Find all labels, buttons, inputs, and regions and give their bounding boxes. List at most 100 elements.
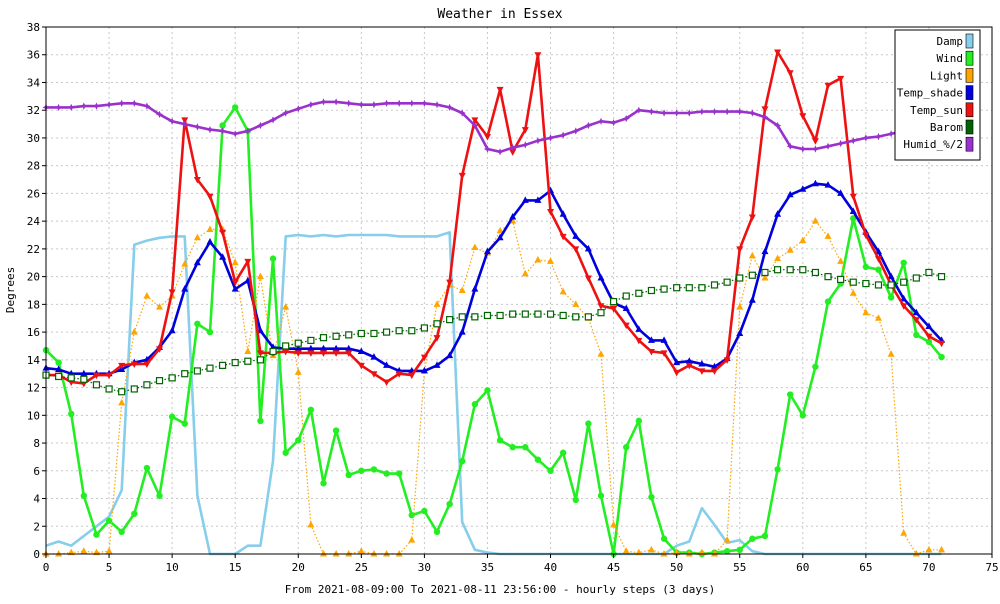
data-point: [219, 229, 227, 237]
data-point: [130, 99, 138, 107]
x-tick-label: 0: [43, 561, 50, 574]
data-point: [635, 548, 643, 556]
data-point: [925, 268, 933, 277]
x-tick-label: 45: [607, 561, 620, 574]
data-point: [837, 189, 845, 196]
data-point: [597, 303, 605, 310]
data-point: [773, 266, 782, 274]
data-point: [408, 536, 416, 543]
data-point: [496, 226, 504, 234]
data-point: [673, 358, 681, 366]
data-point: [282, 449, 289, 456]
data-point: [471, 121, 479, 130]
data-point: [597, 350, 605, 357]
data-point: [559, 210, 567, 217]
data-point: [736, 274, 744, 282]
data-point: [938, 340, 946, 348]
data-point: [219, 127, 227, 135]
data-point: [850, 215, 857, 222]
x-tick-label: 35: [481, 561, 494, 574]
data-point: [622, 114, 630, 123]
data-point: [357, 347, 365, 355]
data-point: [534, 196, 542, 203]
data-point: [67, 548, 75, 556]
data-point: [168, 413, 176, 420]
data-point: [799, 412, 806, 419]
data-point: [799, 113, 807, 120]
data-point: [584, 244, 592, 252]
data-point: [92, 381, 101, 389]
data-point: [458, 286, 466, 293]
data-point: [320, 480, 327, 487]
data-point: [80, 547, 88, 554]
data-point: [647, 336, 655, 343]
data-point: [383, 361, 391, 368]
data-point: [811, 145, 819, 153]
series-humid-2: [42, 98, 946, 156]
data-point: [774, 49, 782, 56]
data-point: [849, 207, 857, 214]
data-point: [433, 335, 441, 342]
data-point: [383, 99, 391, 107]
data-point: [420, 354, 428, 362]
legend-swatch: [965, 68, 974, 83]
data-point: [345, 331, 353, 339]
data-point: [256, 121, 264, 130]
x-tick-label: 65: [859, 561, 872, 574]
y-axis-label: Degrees: [4, 267, 17, 313]
data-point: [862, 232, 870, 240]
data-point: [874, 314, 882, 321]
data-point: [471, 117, 479, 124]
data-point: [458, 313, 466, 321]
data-point: [559, 233, 567, 241]
data-point: [673, 109, 681, 117]
data-point: [483, 145, 492, 153]
data-point: [383, 379, 391, 387]
data-point: [547, 208, 555, 216]
data-point: [143, 464, 151, 472]
chart-title: Weather in Essex: [437, 7, 562, 22]
data-point: [446, 500, 453, 508]
series-temp-sun: [42, 49, 946, 388]
x-tick-label: 30: [418, 561, 431, 574]
data-point: [572, 246, 580, 253]
data-point: [156, 492, 163, 499]
data-point: [685, 109, 693, 117]
data-point: [673, 284, 681, 292]
data-point: [118, 362, 126, 370]
data-point: [521, 196, 529, 203]
data-point: [635, 106, 643, 114]
data-point: [862, 263, 870, 271]
y-tick-label: 34: [27, 76, 41, 89]
data-point: [723, 548, 731, 555]
data-point: [585, 420, 592, 427]
data-point: [155, 110, 164, 118]
data-point: [282, 349, 290, 356]
data-point: [547, 257, 555, 264]
data-point: [357, 101, 365, 109]
data-point: [294, 344, 302, 352]
data-point: [761, 532, 769, 540]
data-point: [509, 212, 517, 220]
data-point: [55, 359, 62, 366]
data-point: [774, 210, 782, 217]
data-point: [143, 292, 151, 299]
data-point: [521, 269, 529, 277]
data-point: [420, 324, 428, 332]
data-point: [269, 347, 277, 356]
data-point: [370, 329, 378, 338]
data-point: [446, 279, 454, 287]
data-point: [168, 289, 176, 296]
data-point: [345, 344, 353, 352]
data-point: [824, 82, 832, 90]
data-point: [660, 285, 668, 293]
data-point: [774, 254, 782, 262]
y-tick-label: 22: [27, 243, 40, 256]
data-point: [496, 437, 504, 444]
data-point: [837, 139, 845, 148]
legend-label: Temp_sun: [910, 104, 963, 117]
data-point: [105, 517, 113, 524]
data-point: [824, 181, 832, 188]
